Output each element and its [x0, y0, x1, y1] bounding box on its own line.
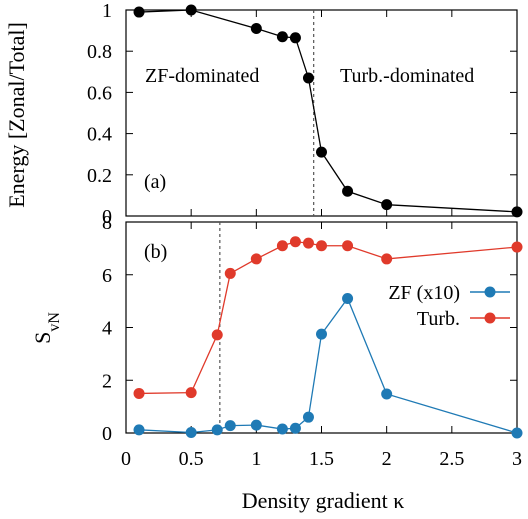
data-point-a-series: [133, 6, 145, 18]
x-tick-label: 0: [121, 448, 131, 470]
x-tick-label: 1.5: [309, 448, 334, 470]
data-point-b-turb: [224, 267, 236, 279]
data-point-b-turb: [289, 236, 301, 248]
data-point-b-zf-x10: [224, 420, 236, 432]
y-tick-label-b: 2: [102, 370, 112, 392]
data-point-a-series: [316, 146, 327, 158]
y-axis-label-svn-sub: vN: [46, 312, 63, 332]
x-tick-label: 2: [382, 448, 392, 470]
data-point-b-turb: [211, 329, 223, 341]
y-tick-label-a: 0.2: [87, 165, 112, 187]
y-axis-label-energy: Energy [Zonal/Total]: [4, 22, 29, 208]
data-point-b-zf-x10: [302, 411, 314, 423]
x-tick-label: 0.5: [179, 448, 204, 470]
y-axis-label-svn-main: S: [30, 332, 55, 344]
data-point-b-zf-x10: [250, 419, 262, 431]
legend-label-turb: Turb.: [417, 308, 460, 330]
y-tick-label-a: 0.4: [87, 124, 112, 146]
panel-label-b: (b): [144, 241, 167, 263]
y-tick-label-a: 1: [102, 0, 112, 22]
data-point-b-turb: [381, 253, 393, 265]
series-line-a-series: [139, 9, 518, 213]
x-tick-label: 1: [251, 448, 261, 470]
data-point-b-zf-x10: [342, 292, 354, 304]
data-point-a-series: [511, 206, 523, 218]
data-point-b-turb: [276, 240, 288, 252]
data-point-b-turb: [185, 387, 197, 399]
x-tick-label: 2.5: [439, 448, 464, 470]
y-tick-label-a: 0.6: [87, 82, 112, 104]
data-point-a-series: [185, 4, 197, 16]
series-line-b-zf-x10: [139, 297, 518, 434]
data-point-b-zf-x10: [211, 424, 223, 436]
data-point-a-series: [276, 31, 288, 43]
data-point-b-turb: [511, 241, 523, 253]
legend: ZF (x10) Turb.: [388, 282, 510, 330]
data-point-b-turb: [250, 253, 262, 265]
data-point-b-zf-x10: [381, 388, 393, 400]
y-axis-label-svn: SvN: [30, 312, 63, 344]
x-tick-label: 3: [512, 448, 522, 470]
x-axis-label: Density gradient κ: [242, 488, 405, 513]
series-line-b-turb: [139, 241, 518, 395]
legend-marker-zf: [484, 286, 496, 298]
data-point-a-series: [289, 32, 301, 44]
y-tick-label-a: 0.8: [87, 41, 112, 63]
plot-frame-a: [125, 9, 518, 217]
y-tick-label-b: 0: [102, 423, 112, 445]
data-point-b-zf-x10: [511, 427, 523, 439]
data-point-a-series: [250, 23, 262, 35]
annotation-turb-dominated: Turb.-dominated: [340, 65, 474, 87]
panel-label-a: (a): [144, 171, 166, 193]
data-point-a-series: [302, 72, 314, 84]
y-tick-label-a: 0: [102, 206, 112, 228]
data-point-b-turb: [133, 387, 145, 399]
y-tick-label-b: 4: [102, 318, 112, 340]
data-point-a-series: [342, 185, 354, 197]
y-tick-label-b: 6: [102, 265, 112, 287]
data-point-b-zf-x10: [185, 426, 197, 438]
legend-label-zf: ZF (x10): [388, 282, 460, 304]
legend-marker-turb: [484, 312, 496, 324]
data-point-b-zf-x10: [133, 424, 145, 436]
data-point-b-zf-x10: [276, 423, 288, 435]
data-point-b-zf-x10: [289, 422, 301, 434]
data-point-b-turb: [302, 237, 314, 249]
y-tick-label-b: 8: [102, 212, 112, 234]
data-point-b-zf-x10: [316, 328, 327, 340]
data-point-b-turb: [316, 240, 327, 252]
data-point-b-turb: [342, 240, 354, 252]
data-point-a-series: [381, 199, 393, 211]
annotation-zf-dominated: ZF-dominated: [145, 65, 259, 87]
